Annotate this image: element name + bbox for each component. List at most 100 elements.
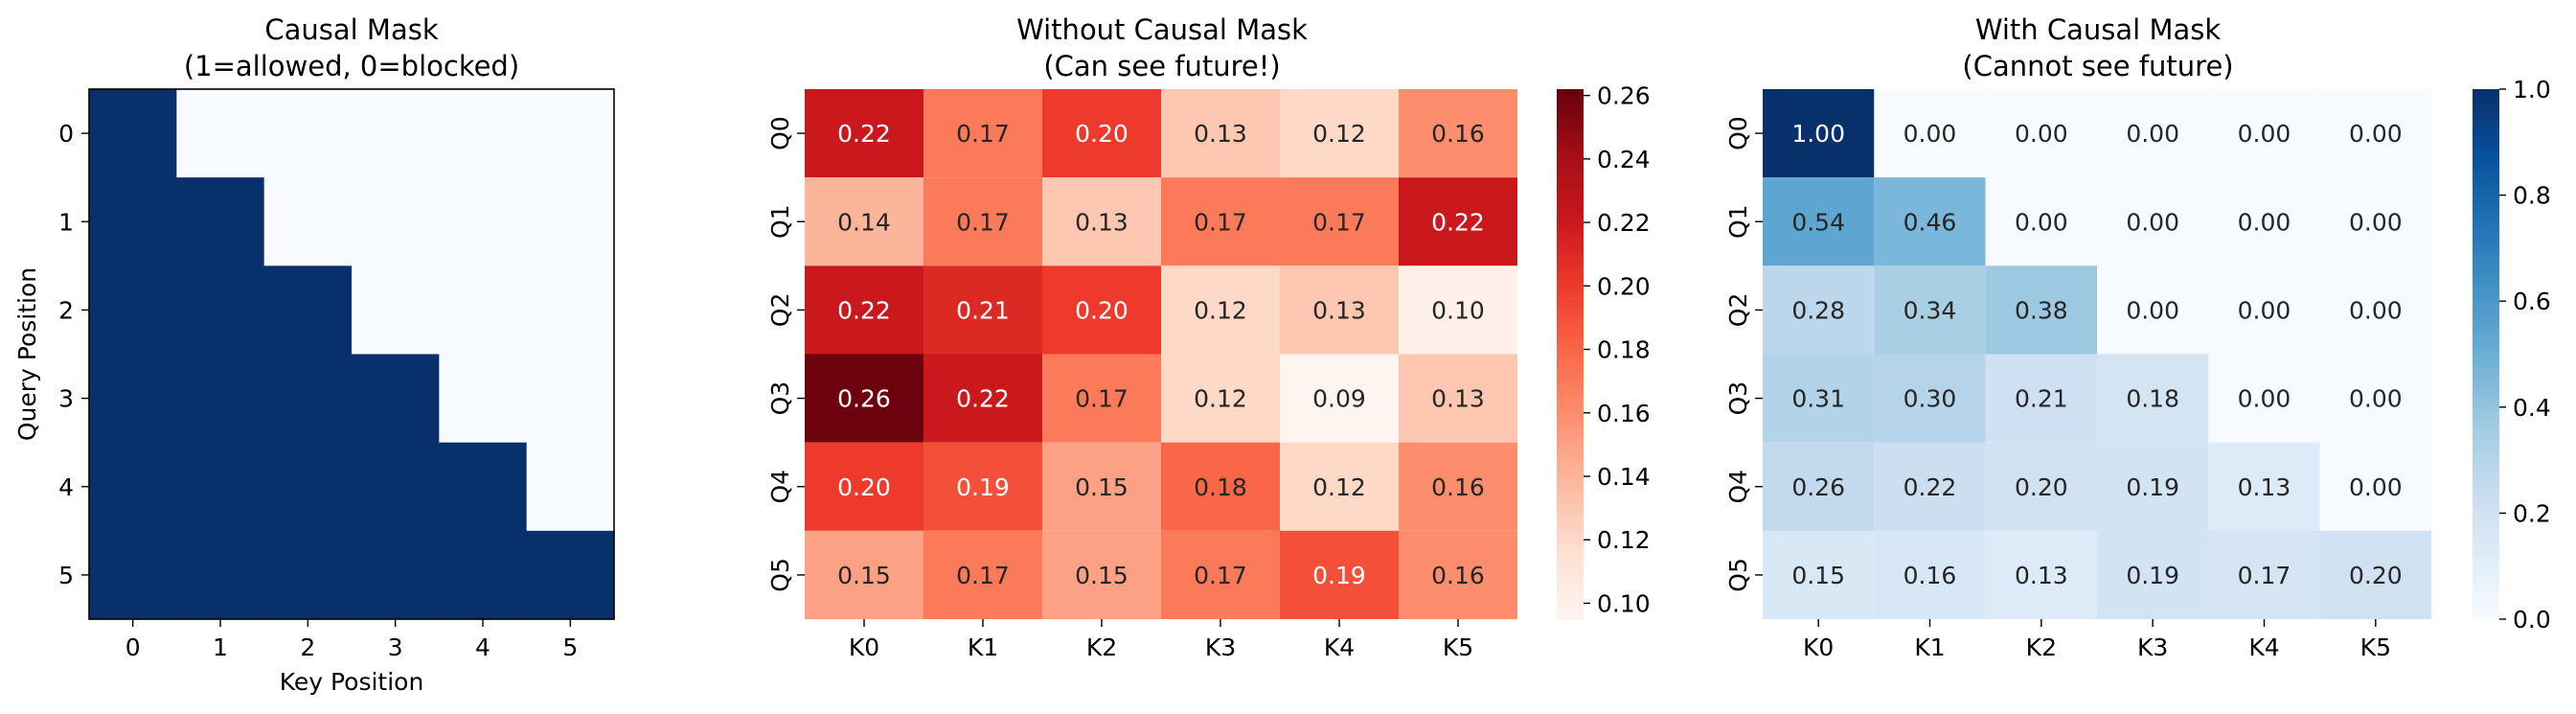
colorbar-gradient-step — [2473, 159, 2499, 165]
chart-title-line: Without Causal Mask — [1016, 13, 1308, 46]
heatmap-cell — [1874, 354, 1986, 443]
colorbar-gradient-step — [1557, 340, 1584, 346]
x-tick-label: 3 — [388, 633, 403, 661]
colorbar-gradient-step — [1557, 428, 1584, 435]
heatmap-cell — [1399, 354, 1517, 443]
colorbar-gradient-step — [1557, 358, 1584, 364]
heatmap-cell — [1399, 177, 1517, 266]
colorbar-gradient-step — [1557, 464, 1584, 470]
chart-title-line: (Cannot see future) — [1962, 50, 2233, 82]
colorbar: 0.10 0.12 0.14 0.16 0.18 0.20 0.22 0.24 0.26 — [1557, 82, 1651, 620]
colorbar-gradient-step — [1557, 450, 1584, 457]
cell-value-label: 0.21 — [2015, 385, 2068, 413]
heatmap-cell — [1985, 530, 2097, 619]
x-tick-label: K3 — [2137, 633, 2168, 661]
heatmap-cell — [1042, 89, 1161, 178]
colorbar-gradient-step — [2473, 508, 2499, 514]
y-axis-label: Query Position — [13, 267, 41, 441]
colorbar-gradient-step — [2473, 124, 2499, 130]
y-tick-label: Q2 — [766, 293, 794, 328]
colorbar-gradient-step — [2473, 526, 2499, 532]
heatmap-cell — [2097, 89, 2209, 178]
colorbar-gradient-step — [2473, 288, 2499, 293]
heatmap-cell — [263, 89, 353, 178]
heatmap-cell — [1161, 530, 1280, 619]
colorbar-gradient-step — [1557, 336, 1584, 342]
heatmap-cell — [439, 265, 528, 356]
colorbar-gradient-step — [1557, 354, 1584, 359]
y-tick-label: 4 — [58, 473, 74, 501]
cell-value-label: 0.20 — [837, 473, 891, 501]
colorbar-gradient-step — [1557, 168, 1584, 174]
colorbar-gradient-step — [1557, 557, 1584, 563]
colorbar-gradient-step — [1557, 279, 1584, 285]
colorbar-gradient-step — [2473, 469, 2499, 474]
colorbar-gradient-step — [1557, 482, 1584, 488]
colorbar-gradient-step — [2473, 155, 2499, 161]
colorbar-gradient-step — [1557, 159, 1584, 165]
heatmap-cell — [1763, 530, 1875, 619]
heatmap-cell — [526, 442, 615, 532]
chart-title-line: With Causal Mask — [1975, 13, 2222, 46]
colorbar-gradient-step — [2473, 142, 2499, 148]
cell-value-label: 0.00 — [2015, 208, 2068, 236]
colorbar-gradient-step — [1557, 521, 1584, 527]
heatmap-cell — [2097, 177, 2209, 266]
heatmap-cell — [1874, 265, 1986, 355]
colorbar-gradient-step — [2473, 283, 2499, 288]
x-tick-label: 2 — [300, 633, 315, 661]
colorbar-gradient-step — [2473, 495, 2499, 501]
x-axis-label: Key Position — [280, 668, 424, 696]
colorbar-gradient-step — [1557, 257, 1584, 263]
colorbar-gradient-step — [1557, 425, 1584, 430]
cell-value-label: 0.12 — [1194, 385, 1247, 413]
cell-value-label: 0.15 — [837, 562, 891, 589]
cell-value-label: 0.19 — [2126, 562, 2179, 589]
colorbar-gradient-step — [1557, 530, 1584, 537]
heatmap-cell — [263, 354, 353, 444]
colorbar-gradient-step — [2473, 221, 2499, 227]
colorbar-tick-label: 0.24 — [1597, 146, 1651, 173]
colorbar-gradient-step — [2473, 318, 2499, 324]
heatmap-cell — [2319, 530, 2431, 619]
colorbar-gradient-step — [1557, 243, 1584, 249]
heatmap-cell — [1399, 442, 1517, 531]
colorbar-gradient-step — [1557, 574, 1584, 581]
colorbar-gradient-step — [2473, 208, 2499, 214]
heatmap-cell — [1763, 265, 1875, 355]
colorbar-gradient-step — [2473, 137, 2499, 143]
colorbar-gradient-step — [1557, 614, 1584, 620]
heatmap-cell — [2097, 265, 2209, 355]
colorbar-gradient-step — [2473, 301, 2499, 307]
colorbar-gradient-step — [2473, 128, 2499, 134]
cell-value-label: 0.10 — [1431, 296, 1485, 324]
chart-title-line: Causal Mask — [264, 13, 438, 46]
colorbar-gradient-step — [1557, 491, 1584, 496]
heatmap-cell — [352, 265, 440, 356]
colorbar-gradient-step — [2473, 482, 2499, 488]
heatmap-cell — [923, 530, 1042, 619]
cell-value-label: 0.00 — [2015, 120, 2068, 148]
colorbar-gradient-step — [2473, 579, 2499, 585]
heatmap-cell — [176, 89, 265, 178]
cell-value-label: 0.17 — [1312, 208, 1366, 236]
colorbar-gradient-step — [1557, 199, 1584, 205]
heatmap-cell — [176, 265, 265, 356]
colorbar-gradient-step — [2473, 332, 2499, 337]
colorbar-gradient-step — [2473, 345, 2499, 351]
colorbar-gradient-step — [2473, 565, 2499, 571]
colorbar-gradient-step — [1557, 526, 1584, 532]
colorbar-gradient-step — [2473, 447, 2499, 452]
colorbar-gradient-step — [1557, 442, 1584, 448]
colorbar-gradient-step — [2473, 243, 2499, 249]
cell-value-label: 0.16 — [1431, 473, 1485, 501]
heatmap-cell — [439, 530, 528, 620]
y-tick-label: Q5 — [766, 558, 794, 592]
cell-value-label: 0.19 — [1312, 562, 1366, 589]
colorbar-gradient-step — [1557, 203, 1584, 210]
colorbar-gradient-step — [1557, 433, 1584, 439]
colorbar-gradient-step — [1557, 371, 1584, 378]
colorbar-gradient-step — [2473, 486, 2499, 492]
colorbar-gradient-step — [2473, 252, 2499, 258]
cell-value-label: 0.17 — [1194, 562, 1247, 589]
